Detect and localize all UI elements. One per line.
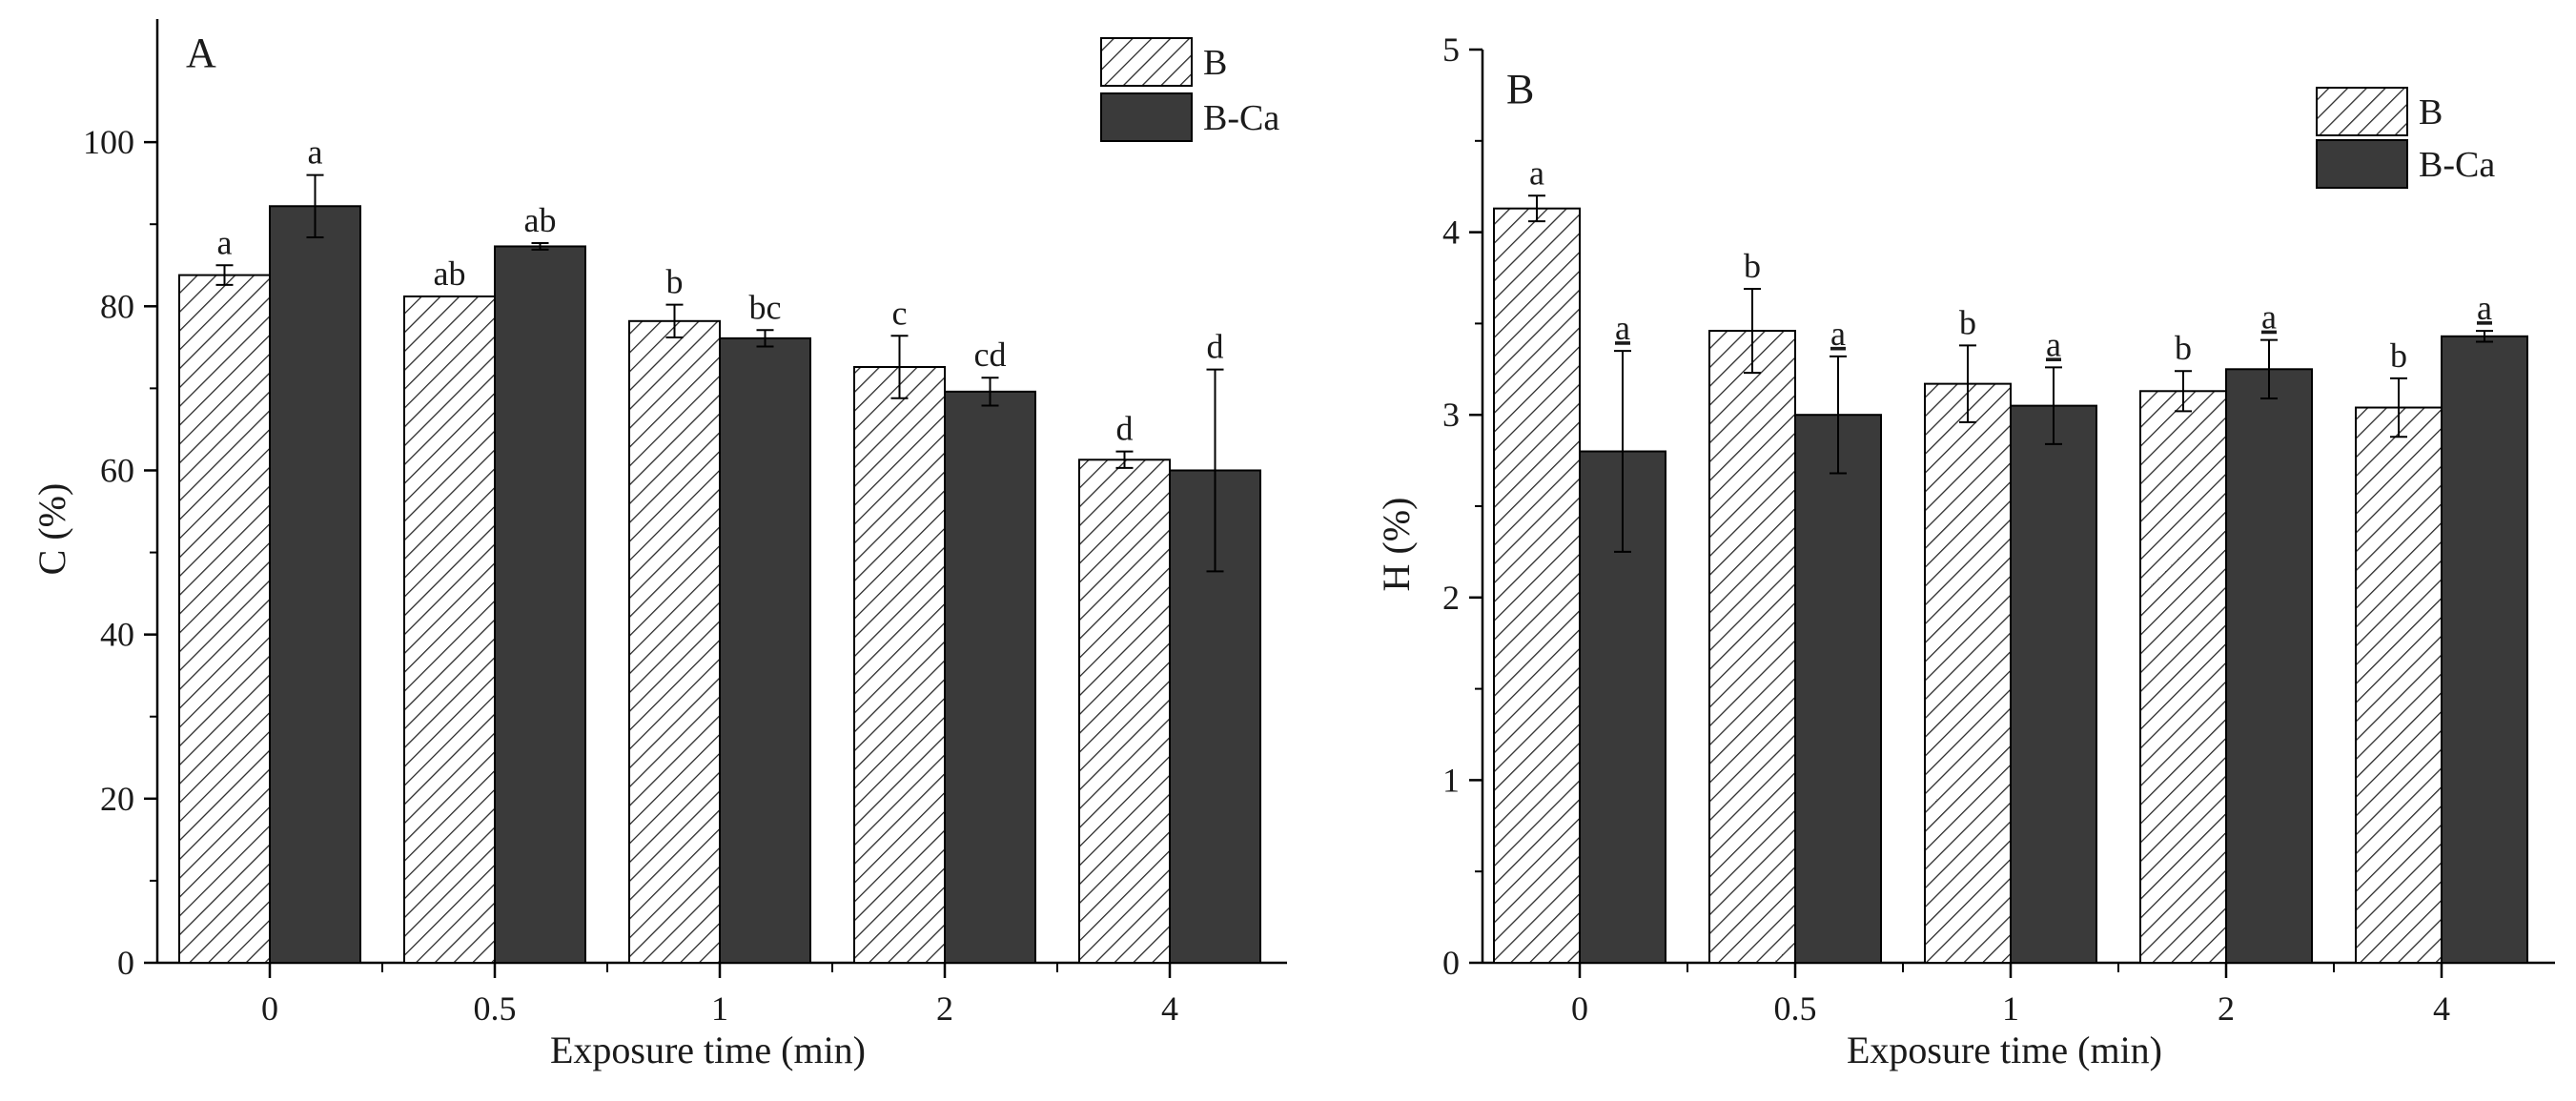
panel-a-significance-label: bc	[749, 288, 782, 326]
panel-b-bar-b-ca	[2010, 404, 2097, 964]
panel-b-significance-label: b	[1744, 247, 1761, 285]
panel-a-legend-swatch	[1100, 37, 1193, 87]
panel-b-y-tick-label: 5	[1442, 31, 1460, 69]
panel-a-significance-label: a	[217, 223, 233, 261]
panel-a-x-tick-label: 4	[1161, 989, 1178, 1028]
panel-a-y-axis-title: C (%)	[31, 483, 73, 576]
panel-b-bar-b	[1493, 207, 1581, 964]
panel-a-bar-b	[178, 274, 271, 964]
panel-b-x-tick-label: 1	[2002, 989, 2019, 1028]
panel-b-legend-label: B-Ca	[2419, 145, 2495, 185]
panel-b-bar-b-ca	[1794, 414, 1882, 964]
panel-a-significance-label: ab	[524, 201, 557, 239]
panel-b-bar-b	[2355, 406, 2443, 964]
panel-a-significance-label: d	[1116, 410, 1134, 448]
panel-a-bar-b-ca	[719, 336, 811, 965]
panel-a-bar-b-ca	[269, 205, 361, 964]
panel-a-significance-label: cd	[974, 336, 1007, 374]
panel-b-bar-b	[1708, 330, 1796, 964]
panel-a-y-tick-label: 100	[83, 123, 134, 161]
panel-b-x-tick-label: 4	[2433, 989, 2450, 1028]
panel-b-panel-letter: B	[1506, 66, 1534, 112]
panel-b-significance-label: a	[2261, 298, 2277, 336]
panel-b-bar-b-ca	[2441, 335, 2528, 964]
panel-a-x-tick-label: 2	[936, 989, 953, 1028]
panel-b-x-axis-title: Exposure time (min)	[1847, 1029, 2162, 1071]
panel-a-panel-letter: A	[186, 30, 216, 76]
panel-a-legend-swatch	[1100, 92, 1193, 142]
panel-a-x-tick-label: 1	[711, 989, 728, 1028]
panel-a-significance-label: d	[1207, 328, 1224, 366]
panel-a-significance-label: ab	[434, 255, 466, 293]
panel-b-legend-swatch	[2316, 87, 2408, 136]
panel-a-bar-b	[1078, 459, 1171, 965]
panel-b-x-tick-label: 0.5	[1774, 989, 1817, 1028]
panel-b-x-tick-label: 0	[1571, 989, 1588, 1028]
panel-a-y-tick-label: 40	[100, 616, 134, 654]
panel-b-y-tick-label: 1	[1442, 761, 1460, 799]
panel-a-y-tick-label: 0	[117, 944, 134, 982]
panel-a-legend-label: B	[1203, 43, 1227, 83]
panel-b-bar-b-ca	[2225, 368, 2313, 964]
panel-b-bar-b	[2139, 390, 2227, 964]
panel-a-significance-label: c	[892, 294, 908, 332]
panel-a-x-axis-title: Exposure time (min)	[550, 1029, 866, 1071]
panel-b-y-axis-title: H (%)	[1375, 498, 1418, 592]
panel-b-y-tick-label: 2	[1442, 579, 1460, 617]
panel-a-y-tick-label: 80	[100, 287, 134, 325]
panel-b-x-tick-label: 2	[2218, 989, 2235, 1028]
panel-a-y-tick-label: 20	[100, 780, 134, 818]
panel-b-bar-b	[1924, 382, 2012, 964]
panel-b-legend-label: B	[2419, 92, 2443, 133]
panel-b-group: 0 1 2 3 4 5 0 0.5 1 2 4 a b b b b a a a a a B B-Ca B H (%) Exposu…	[1375, 31, 2555, 1071]
panel-b-significance-label: a	[2046, 325, 2061, 363]
panel-b-y-tick-label: 3	[1442, 396, 1460, 434]
panel-a-x-tick-label: 0	[261, 989, 278, 1028]
panel-a-legend-label: B-Ca	[1203, 98, 1279, 138]
panel-a-bar-b-ca	[494, 245, 586, 964]
panel-b-significance-label: b	[2175, 329, 2192, 367]
panel-b-significance-label: a	[1615, 309, 1630, 347]
panel-b-y-tick-label: 0	[1442, 944, 1460, 982]
panel-a-x-tick-label: 0.5	[474, 989, 517, 1028]
panel-b-significance-label: b	[1959, 303, 1976, 341]
panel-a-bar-b	[853, 366, 946, 965]
panel-b-significance-label: a	[2477, 289, 2492, 327]
panel-a-y-tick-label: 60	[100, 451, 134, 489]
panel-a-significance-label: a	[308, 133, 323, 172]
panel-b-legend-swatch	[2316, 139, 2408, 189]
panel-a-bar-b	[403, 295, 496, 964]
panel-b-significance-label: a	[1830, 315, 1846, 353]
panel-b-y-tick-label: 4	[1442, 214, 1460, 252]
panel-a-significance-label: b	[666, 263, 684, 301]
panel-b-significance-label: b	[2390, 336, 2407, 375]
panel-b-significance-label: a	[1529, 153, 1544, 192]
panel-a-bar-b-ca	[944, 390, 1036, 964]
panel-a-bar-b	[628, 319, 721, 964]
